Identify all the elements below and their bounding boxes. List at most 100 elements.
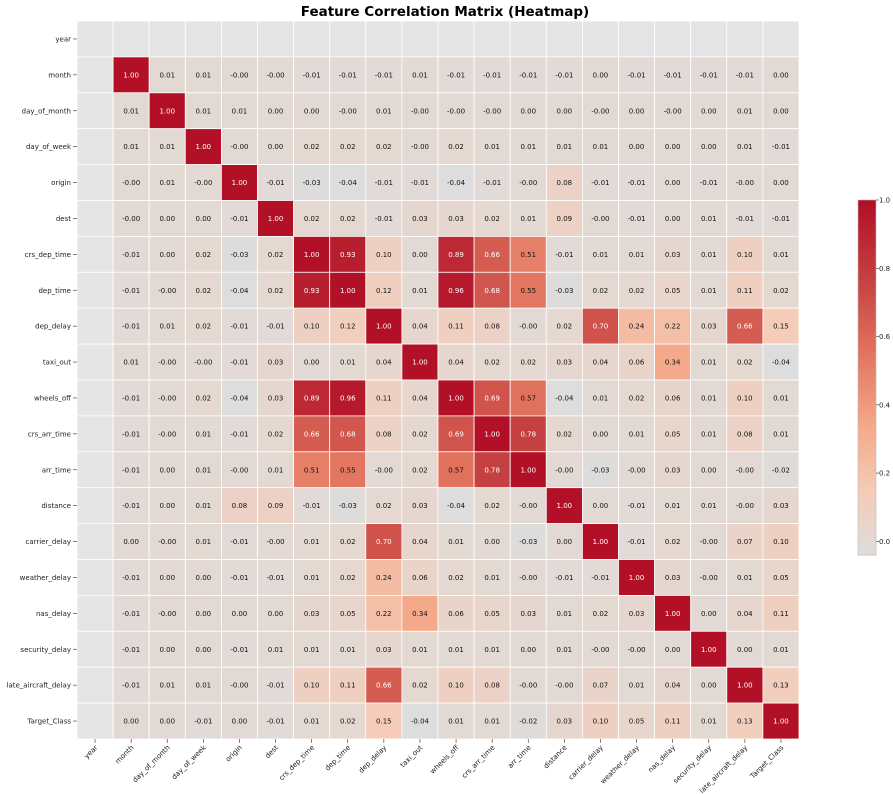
colorbar-segment (858, 244, 876, 250)
heatmap-cell (184, 415, 222, 453)
cell-value-label: 0.03 (268, 359, 284, 367)
column-label: carrier_delay (567, 744, 605, 782)
cell-value-label: 0.00 (593, 430, 609, 438)
row-label: arr_time (42, 466, 71, 474)
cell-value-label: 0.01 (159, 71, 175, 79)
cell-value-label: 0.93 (304, 287, 320, 295)
colorbar: 0.0 0.2 0.4 0.6 0.8 1.0 (857, 197, 891, 556)
heatmap-cell (726, 487, 764, 525)
cell-value-label: 0.00 (159, 215, 175, 223)
heatmap-cell-empty (76, 702, 114, 740)
cell-value-label: 0.08 (376, 430, 392, 438)
colorbar-segment (858, 404, 876, 410)
heatmap-cell (545, 235, 583, 273)
heatmap-cell (220, 200, 258, 237)
colorbar-segment (858, 248, 876, 254)
heatmap-cell (509, 92, 547, 130)
heatmap-cell (293, 523, 331, 560)
cell-value-label: 0.01 (701, 394, 717, 402)
cell-value-label: -0.01 (122, 466, 140, 474)
column-label: crs_arr_time (460, 744, 496, 780)
cell-value-label: 0.66 (737, 323, 753, 331)
heatmap-cell (545, 307, 583, 345)
cell-value-label: -0.01 (555, 251, 573, 259)
cell-value-label: 0.00 (665, 215, 681, 223)
cell-value-label: 0.55 (340, 466, 356, 474)
column-label: crs_dep_time (278, 744, 316, 782)
heatmap-cell (545, 559, 583, 596)
heatmap-cell (329, 630, 367, 668)
cell-value-label: 0.01 (737, 107, 753, 115)
heatmap-cell (654, 595, 692, 632)
column-label: year (83, 744, 100, 761)
heatmap-cell (365, 164, 403, 201)
cell-value-label: 0.02 (376, 502, 392, 510)
cell-value-label: 0.78 (484, 466, 500, 474)
heatmap-cell (184, 595, 222, 632)
cell-value-label: 0.04 (376, 359, 392, 367)
cell-value-label: -0.01 (194, 718, 212, 726)
cell-value-label: 1.00 (340, 287, 356, 295)
cell-value-label: -0.01 (375, 215, 393, 223)
cell-value-label: -0.00 (375, 466, 393, 474)
heatmap-cell (401, 595, 439, 632)
heatmap-cell (618, 56, 655, 94)
heatmap-cell (726, 235, 764, 273)
cell-value-label: -0.00 (158, 287, 176, 295)
colorbar-segment (858, 395, 876, 401)
colorbar-segment (858, 293, 876, 299)
cell-value-label: 0.34 (665, 359, 681, 367)
heatmap-cell (545, 128, 583, 165)
cell-value-label: -0.00 (158, 610, 176, 618)
colorbar-segment (858, 319, 876, 325)
heatmap-cell (545, 271, 583, 309)
cell-value-label: -0.00 (158, 430, 176, 438)
heatmap-cell (726, 200, 764, 237)
cell-value-label: 0.66 (376, 682, 392, 690)
heatmap-cell (509, 379, 547, 417)
cell-value-label: 0.01 (159, 682, 175, 690)
column-label: month (114, 744, 136, 766)
heatmap-cell (112, 128, 150, 165)
cell-value-label: 0.04 (448, 359, 464, 367)
heatmap-cell (437, 415, 475, 453)
cell-value-label: -0.00 (736, 502, 754, 510)
cell-value-label: 0.69 (448, 430, 464, 438)
colorbar-segment (858, 200, 876, 206)
heatmap-cell (473, 415, 511, 453)
cell-value-label: -0.01 (122, 574, 140, 582)
heatmap-cell (473, 307, 511, 345)
cell-value-label: -0.00 (230, 682, 248, 690)
cell-value-label: 0.05 (665, 287, 681, 295)
cell-value-label: 0.10 (448, 682, 464, 690)
row-label: wheels_off (34, 394, 71, 402)
heatmap-cell (726, 559, 764, 596)
heatmap-cell (618, 307, 655, 345)
cell-value-label: 0.51 (304, 466, 320, 474)
heatmap-cell (148, 415, 186, 453)
heatmap-cell (401, 702, 439, 740)
cell-value-label: 0.06 (448, 610, 464, 618)
heatmap-cell-empty (76, 379, 114, 417)
cell-value-label: 0.01 (773, 251, 789, 259)
cell-value-label: 0.68 (484, 287, 500, 295)
cell-value-label: 0.70 (593, 323, 609, 331)
heatmap-cell (690, 128, 728, 165)
row-label: carrier_delay (25, 538, 71, 546)
colorbar-segment (858, 333, 876, 339)
heatmap-cell (582, 379, 619, 417)
heatmap-cell (654, 128, 692, 165)
heatmap-cell (762, 235, 800, 273)
heatmap-cell (184, 56, 222, 94)
cell-value-label: 0.00 (304, 107, 320, 115)
heatmap-cell (184, 451, 222, 489)
column-label: wheels_off (429, 744, 461, 776)
colorbar-segment (858, 510, 876, 516)
cell-value-label: 1.00 (159, 107, 175, 115)
heatmap-cell (582, 343, 619, 381)
cell-value-label: 0.00 (665, 143, 681, 151)
heatmap-cell-empty (76, 200, 114, 237)
heatmap-cell (365, 630, 403, 668)
heatmap-cell (762, 379, 800, 417)
cell-value-label: 0.02 (484, 359, 500, 367)
